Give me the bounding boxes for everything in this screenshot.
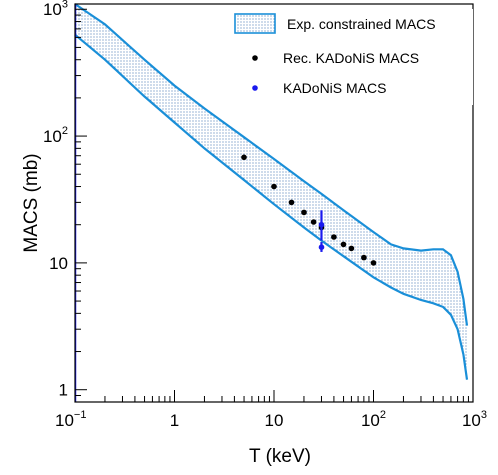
rec-kadonis-point [271,183,277,190]
rec-kadonis-point [331,234,337,240]
legend-marker-kadonis [252,85,258,91]
rec-kadonis-point [348,245,355,252]
x-axis-title: T (keV) [249,446,311,467]
band-fill [75,4,467,380]
points-layer [241,154,377,266]
band-lower-line [74,33,469,380]
x-tick-label: 103 [462,409,487,430]
legend-swatch-band [234,13,276,34]
x-tick-label: 102 [361,409,386,430]
kadonis-point [318,244,325,250]
rec-kadonis-point [310,219,317,225]
rec-kadonis-point [241,154,247,161]
ticks-layer: 10−1 1 10 102 103 1 10 102 103 [43,0,487,430]
legend-label-rec: Rec. KADoNiS MACS [283,50,419,66]
x-tick-label: 10 [265,411,284,430]
legend-marker-rec [252,55,258,61]
rec-kadonis-point [288,199,295,206]
legend-label-band: Exp. constrained MACS [287,16,436,32]
band-upper-line [74,3,469,326]
legend: Exp. constrained MACS Rec. KADoNiS MACS … [225,9,473,105]
rec-kadonis-point [370,260,377,266]
kadonis-point [318,221,325,228]
y-tick-label: 1 [59,381,68,400]
rec-kadonis-point [361,254,367,261]
y-axis-title: MACS (mb) [21,153,42,252]
x-tick-label: 1 [170,411,179,430]
y-tick-label: 10 [49,254,68,273]
x-tick-label: 10−1 [55,409,86,430]
y-tick-label: 103 [43,0,68,19]
legend-label-kadonis: KADoNiS MACS [283,80,386,96]
y-tick-label: 102 [43,125,68,146]
rec-kadonis-point [301,209,307,216]
rec-kadonis-point [340,241,347,248]
